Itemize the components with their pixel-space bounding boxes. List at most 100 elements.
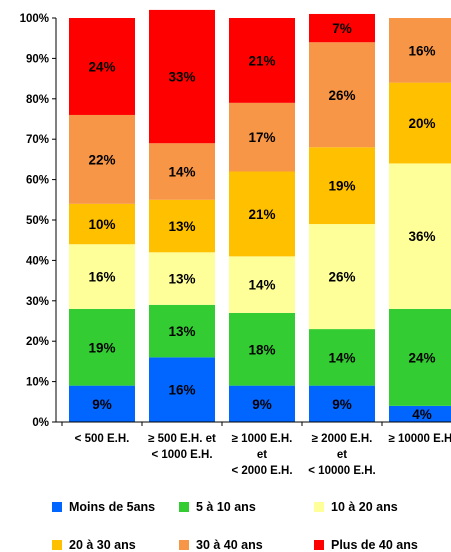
data-label: 9% — [252, 397, 272, 412]
x-tick-label: et — [337, 449, 347, 461]
bar-segment — [69, 203, 135, 245]
legend-label: Moins de 5ans — [69, 500, 156, 514]
bar-segment — [229, 385, 295, 422]
y-tick-label: 0% — [32, 417, 49, 429]
bar-segment — [149, 304, 215, 358]
y-tick-label: 100% — [20, 13, 49, 25]
bar-segment — [149, 199, 215, 253]
bar-segment — [69, 18, 135, 115]
data-label: 14% — [248, 278, 275, 293]
legend-label: 10 à 20 ans — [331, 500, 398, 514]
data-label: 26% — [328, 270, 355, 285]
bar-segment — [229, 171, 295, 257]
data-label: 22% — [88, 152, 115, 167]
legend-item: 30 à 40 ans — [179, 538, 263, 552]
legend-item: 20 à 30 ans — [52, 538, 136, 552]
legend-item: 5 à 10 ans — [179, 500, 256, 514]
y-tick-label: 50% — [26, 215, 49, 227]
bar-segment — [309, 42, 375, 148]
data-label: 20% — [408, 116, 435, 131]
bar-segment — [149, 9, 215, 144]
y-tick-label: 40% — [26, 255, 49, 267]
y-tick-label: 20% — [26, 336, 49, 348]
data-label: 14% — [168, 165, 195, 180]
x-tick-label: ≥ 10000 E.H. — [388, 433, 451, 445]
y-tick-label: 60% — [26, 175, 49, 187]
data-label: 9% — [332, 397, 352, 412]
x-tick-label: < 10000 E.H. — [308, 465, 375, 477]
bar-segment — [229, 18, 295, 103]
data-label: 21% — [248, 53, 275, 68]
bars: 9% 19% 16% 10% 22% 24% 16% 13% 13% 13% 14% 33% 9% 18%… — [69, 9, 451, 422]
legend-swatch — [314, 502, 324, 512]
y-tick-label: 80% — [26, 94, 49, 106]
legend-swatch — [314, 540, 324, 550]
data-label: 16% — [408, 43, 435, 58]
data-label: 19% — [328, 179, 355, 194]
bar-segment — [389, 82, 451, 164]
bar-segment — [309, 224, 375, 330]
data-label: 24% — [408, 350, 435, 365]
bar-segment — [229, 102, 295, 172]
data-label: 13% — [168, 272, 195, 287]
legend-label: 20 à 30 ans — [69, 538, 136, 552]
data-label: 17% — [248, 130, 275, 145]
data-label: 19% — [88, 340, 115, 355]
y-tick-label: 30% — [26, 296, 49, 308]
bar-segment — [149, 252, 215, 305]
data-label: 16% — [168, 383, 195, 398]
data-label: 10% — [88, 217, 115, 232]
data-label: 26% — [328, 88, 355, 103]
legend-label: Plus de 40 ans — [331, 538, 418, 552]
data-label: 33% — [168, 70, 195, 85]
legend-item: Plus de 40 ans — [314, 538, 418, 552]
bar-segment — [69, 244, 135, 309]
bar-segment — [309, 147, 375, 225]
axes — [55, 18, 451, 426]
legend-swatch — [179, 540, 189, 550]
x-axis-labels: < 500 E.H. ≥ 500 E.H. et < 1000 E.H. ≥ 1000… — [75, 433, 451, 477]
bar-segment — [149, 143, 215, 200]
data-label: 4% — [412, 407, 432, 422]
y-tick-label: 90% — [26, 53, 49, 65]
data-label: 9% — [92, 397, 112, 412]
data-label: 13% — [168, 324, 195, 339]
bar-segment — [309, 13, 375, 43]
bar-segment — [149, 357, 215, 422]
bar-segment — [229, 312, 295, 386]
x-tick-label: < 1000 E.H. — [151, 449, 212, 461]
x-tick-label: ≥ 500 E.H. et — [148, 433, 216, 445]
bar-segment — [69, 308, 135, 386]
bar-segment — [229, 256, 295, 313]
bar-segment — [309, 329, 375, 386]
data-label: 21% — [248, 207, 275, 222]
bar-segment — [69, 114, 135, 204]
data-label: 36% — [408, 229, 435, 244]
y-axis-ticks: 0% 10% 20% 30% 40% 50% 60% 70% 80% 90% 100% — [20, 13, 56, 429]
x-tick-label: ≥ 2000 E.H. — [312, 433, 373, 445]
bar-segment — [389, 308, 451, 406]
legend-item: 10 à 20 ans — [314, 500, 398, 514]
data-label: 14% — [328, 350, 355, 365]
legend-swatch — [52, 540, 62, 550]
data-label: 24% — [88, 59, 115, 74]
x-tick-label: ≥ 1000 E.H. — [232, 433, 293, 445]
legend-label: 30 à 40 ans — [196, 538, 263, 552]
legend-swatch — [179, 502, 189, 512]
y-tick-label: 70% — [26, 134, 49, 146]
legend-swatch — [52, 502, 62, 512]
bar-segment — [69, 385, 135, 422]
bar-segment — [389, 405, 451, 422]
bar-segment — [389, 18, 451, 83]
legend-label: 5 à 10 ans — [196, 500, 256, 514]
data-label: 18% — [248, 342, 275, 357]
data-label: 13% — [168, 219, 195, 234]
bar-segment — [309, 385, 375, 422]
x-tick-label: et — [257, 449, 267, 461]
x-tick-label: < 2000 E.H. — [231, 465, 292, 477]
legend-item: Moins de 5ans — [52, 500, 155, 514]
data-label: 7% — [332, 21, 352, 36]
bar-segment — [389, 163, 451, 309]
x-tick-label: < 500 E.H. — [75, 433, 130, 445]
